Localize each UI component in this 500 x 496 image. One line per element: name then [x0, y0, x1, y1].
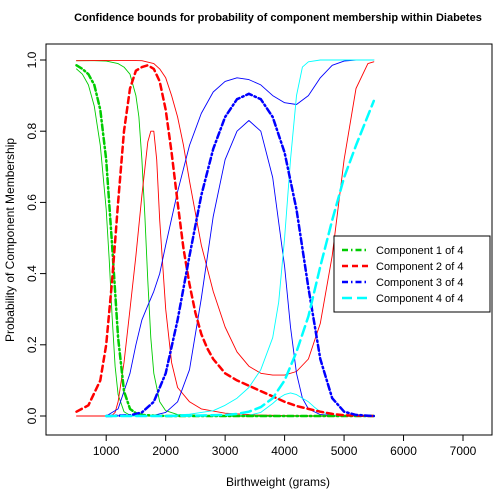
- legend-entry: Component 3 of 4: [376, 277, 463, 289]
- x-tick-label: 1000: [93, 444, 120, 458]
- y-tick-label: 0.4: [25, 265, 39, 282]
- y-tick-label: 0.6: [25, 194, 39, 211]
- legend-entry: Component 4 of 4: [376, 293, 463, 305]
- x-tick-label: 5000: [331, 444, 358, 458]
- legend-entry: Component 1 of 4: [376, 245, 463, 257]
- y-tick-label: 0.0: [25, 407, 39, 424]
- chart-title: Confidence bounds for probability of com…: [74, 12, 482, 24]
- legend-entry: Component 2 of 4: [376, 261, 463, 273]
- y-tick-label: 0.2: [25, 336, 39, 353]
- x-tick-label: 4000: [271, 444, 298, 458]
- series-layer: [75, 59, 376, 418]
- confidence-bound-line: [76, 59, 375, 376]
- legend: Component 1 of 4 Component 2 of 4 Componen…: [333, 235, 491, 313]
- confidence-bound-line: [105, 59, 375, 417]
- x-axis-label: Birthweight (grams): [226, 475, 330, 489]
- confidence-bound-line: [76, 60, 375, 417]
- confidence-bound-line: [105, 120, 375, 417]
- plot-frame: [45, 43, 493, 436]
- x-tick-label: 6000: [390, 444, 417, 458]
- series-line-component-4: [104, 99, 376, 418]
- y-axis-label: Probability of Component Membership: [3, 138, 17, 342]
- x-tick-label: 7000: [450, 444, 477, 458]
- y-tick-label: 1.0: [25, 51, 39, 68]
- confidence-bound-line: [105, 59, 375, 417]
- y-tick-label: 0.8: [25, 123, 39, 140]
- x-tick-label: 3000: [212, 444, 239, 458]
- x-tick-label: 2000: [152, 444, 179, 458]
- axis-layer: 1000 2000 3000 4000 5000 6000 7000 0.0 0.2 0.4 0.6…: [25, 51, 477, 458]
- legend-box: [333, 235, 491, 313]
- series-line-component-3: [104, 92, 376, 418]
